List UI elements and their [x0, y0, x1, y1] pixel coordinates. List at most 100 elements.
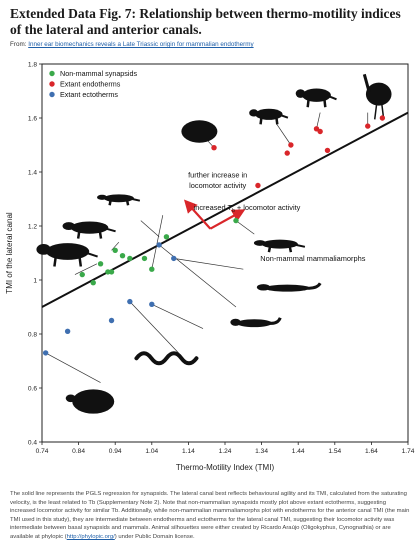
y-tick-label: 1.2: [28, 223, 37, 230]
data-point: [324, 147, 331, 154]
rat-silhouette-legs: [259, 118, 279, 125]
legend-label: Non-mammal synapsids: [60, 69, 137, 78]
small-synapsid-silhouette-body: [103, 194, 134, 203]
legend-marker: [49, 91, 55, 98]
y-tick-label: 0.8: [28, 331, 37, 338]
dicynodont-silhouette-head: [36, 244, 51, 255]
y-tick-label: 1.6: [28, 115, 37, 122]
data-point: [288, 142, 294, 148]
data-point: [255, 182, 261, 189]
bird-silhouette: [362, 73, 392, 120]
salamander-silhouette: [256, 282, 322, 292]
data-point: [317, 128, 323, 135]
trend-arrow: [209, 209, 246, 230]
data-point: [108, 269, 115, 275]
hedgehog-silhouette: [181, 120, 218, 143]
data-point: [149, 266, 155, 272]
x-axis-label: Thermo-Motility Index (TMI): [176, 463, 275, 472]
legend-marker: [49, 81, 55, 87]
aardvark-silhouette-tail: [328, 95, 337, 101]
mammaliamorph-silhouette-tail: [295, 243, 306, 248]
y-axis-label: TMI of the lateral canal: [5, 212, 14, 294]
data-point: [119, 253, 126, 259]
dicynodont-silhouette: [36, 243, 98, 267]
snake-silhouette-body: [134, 351, 199, 366]
aardvark-silhouette-body: [302, 88, 331, 102]
x-tick-label: 1.34: [255, 448, 268, 455]
salamander-silhouette-body: [264, 284, 310, 292]
data-point: [79, 271, 85, 278]
leader-line: [151, 303, 204, 329]
small-synapsid-silhouette-legs: [108, 200, 130, 206]
cynodont-silhouette-tail: [105, 227, 116, 233]
data-point: [127, 298, 133, 305]
data-point: [64, 328, 71, 334]
x-tick-label: 1.24: [219, 448, 232, 455]
rat-silhouette-head: [249, 109, 259, 117]
plot-frame: [41, 63, 409, 443]
annotation-text: further increase in: [188, 170, 247, 179]
source-article-link[interactable]: Inner ear biomechanics reveals a Late Tr…: [28, 41, 254, 48]
data-point: [90, 280, 96, 286]
leader-line: [111, 241, 120, 251]
leader-line: [151, 215, 164, 270]
mammaliamorph-silhouette: [253, 239, 306, 253]
mammaliamorph-silhouette-body: [261, 239, 298, 249]
x-tick-label: 1.04: [145, 448, 158, 455]
data-point: [211, 145, 217, 151]
rat-silhouette: [249, 108, 289, 125]
turtle-silhouette-head: [65, 394, 76, 403]
legend-label: Extant endotherms: [60, 80, 121, 89]
aardvark-silhouette-legs: [306, 99, 327, 108]
rat-silhouette-tail: [280, 114, 289, 119]
data-point: [379, 115, 386, 121]
data-point: [284, 150, 290, 156]
data-point: [171, 255, 177, 262]
caption-end: ) under Public Domain license.: [114, 533, 195, 540]
y-tick-label: 1.8: [28, 61, 37, 68]
y-tick-label: 0.6: [28, 385, 37, 392]
data-point: [365, 123, 371, 129]
source-line: From: Inner ear biomechanics reveals a L…: [10, 41, 410, 48]
dicynodont-silhouette-tail: [86, 252, 98, 258]
data-point: [163, 234, 170, 240]
legend-marker: [49, 70, 55, 77]
data-point: [97, 261, 104, 267]
newt-silhouette: [230, 317, 282, 328]
salamander-silhouette-tail: [306, 282, 322, 290]
bird-silhouette-neck: [362, 73, 371, 93]
bird-silhouette-body: [365, 82, 392, 106]
turtle-silhouette-shell: [72, 389, 115, 414]
dicynodont-silhouette-body: [46, 243, 90, 260]
source-label: From:: [10, 41, 27, 48]
aardvark-silhouette: [295, 88, 337, 108]
data-point: [108, 317, 115, 324]
leader-line: [173, 258, 244, 270]
data-point: [127, 255, 133, 262]
data-point: [141, 255, 148, 262]
cynodont-silhouette: [62, 221, 116, 239]
snake-silhouette: [134, 351, 199, 366]
rat-silhouette-body: [255, 108, 283, 120]
x-tick-label: 1.54: [328, 448, 341, 455]
turtle-silhouette: [65, 389, 115, 414]
newt-silhouette-head: [230, 318, 241, 326]
trend-arrow: [183, 199, 212, 230]
hedgehog-silhouette-body: [181, 120, 218, 143]
scatter-chart: 0.74 0.84 0.94 1.04 1.14 1.24 1.34 1.44 1.54 1.64…: [5, 61, 415, 472]
leader-line: [158, 244, 237, 308]
mammaliamorph-silhouette-head: [253, 240, 266, 246]
leader-line: [74, 263, 98, 275]
figure-title: Extended Data Fig. 7: Relationship betwe…: [10, 6, 401, 37]
annotation-text: locomotor activity: [189, 181, 246, 190]
x-tick-label: 0.94: [109, 448, 122, 455]
cynodont-silhouette-legs: [76, 231, 103, 239]
phylopic-link[interactable]: http://phylopic.org/: [66, 533, 115, 540]
dicynodont-silhouette-legs: [53, 257, 83, 267]
leader-line: [235, 220, 255, 235]
cynodont-silhouette-head: [62, 222, 76, 231]
small-synapsid-silhouette-head: [97, 194, 108, 200]
small-synapsid-silhouette-tail: [132, 198, 141, 202]
mammaliamorph-silhouette-legs: [267, 247, 293, 253]
newt-silhouette-body: [236, 319, 272, 328]
